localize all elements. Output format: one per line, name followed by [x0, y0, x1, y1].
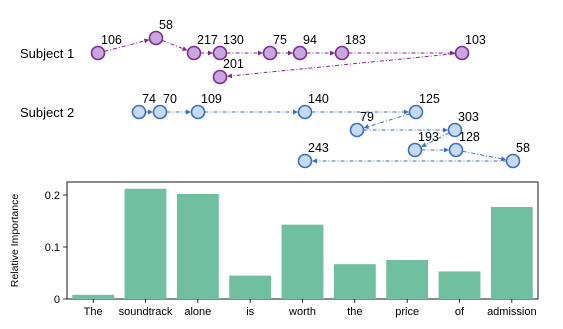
series-name-label: Subject 2 — [20, 105, 74, 120]
fixation-duration-label: 79 — [360, 110, 374, 124]
fixation-duration-label: 94 — [303, 33, 317, 47]
fixation-point — [212, 69, 228, 85]
bar-admission — [490, 206, 533, 299]
fixation-point — [407, 142, 423, 158]
fixation-point — [212, 45, 228, 61]
x-tick-label: worth — [288, 306, 316, 318]
x-tick-label: is — [246, 306, 254, 318]
bar-is — [229, 275, 272, 299]
y-axis-label: Relative Importance — [9, 194, 21, 288]
fixation-point — [448, 142, 464, 158]
fixation-duration-label: 109 — [201, 92, 222, 106]
fixation-point — [190, 104, 206, 120]
x-tick-label: price — [395, 306, 419, 318]
bar-price — [386, 260, 429, 299]
fixation-duration-label: 125 — [419, 92, 440, 106]
fixation-point — [90, 45, 106, 61]
fixation-duration-label: 106 — [101, 33, 122, 47]
scanpath-arrow — [462, 150, 507, 162]
fixation-point — [349, 122, 365, 138]
fixation-point — [334, 45, 350, 61]
series-name-label: Subject 1 — [20, 46, 74, 61]
y-tick-label: 0.2 — [45, 190, 60, 202]
x-tick-label: soundtrack — [119, 306, 173, 318]
fixation-duration-label: 217 — [197, 33, 218, 47]
scanpath-arrow — [421, 132, 450, 148]
fixation-duration-label: 58 — [159, 18, 173, 32]
fixation-point — [148, 30, 164, 46]
bar-worth — [281, 224, 324, 299]
bar-soundtrack — [124, 188, 167, 299]
fixation-duration-label: 128 — [459, 130, 480, 144]
scanpath-arrow — [363, 113, 410, 129]
bar-chart-panel: The soundtrack alone is worth the price of admis… — [9, 181, 539, 318]
fixation-duration-label: 303 — [458, 110, 479, 124]
fixation-duration-label: 103 — [465, 33, 486, 47]
fixation-point — [297, 104, 313, 120]
x-tick-label: the — [347, 306, 362, 318]
scanpath-arrow — [161, 39, 188, 51]
x-tick-label: admission — [487, 306, 537, 318]
fixation-point — [505, 153, 521, 169]
bar-of — [438, 271, 481, 299]
fixation-point — [186, 45, 202, 61]
y-tick-label: 0 — [54, 294, 60, 306]
fixation-point — [292, 45, 308, 61]
fixation-point — [454, 45, 470, 61]
scanpath-arrow — [104, 38, 150, 52]
fixation-duration-label: 183 — [345, 33, 366, 47]
bar-the — [333, 264, 376, 299]
fixation-duration-label: 140 — [308, 92, 329, 106]
fixation-duration-label: 74 — [142, 92, 156, 106]
fixation-point — [297, 153, 313, 169]
bar-the — [72, 294, 115, 299]
scanpath-series-2: Subject 2 74 70 109 140 125 79 303 193 128 58 243 — [20, 92, 530, 169]
fixation-point — [447, 122, 463, 138]
y-tick-label: 0.1 — [45, 242, 60, 254]
fixation-duration-label: 70 — [163, 92, 177, 106]
bar-alone — [176, 193, 219, 299]
fixation-point — [152, 104, 168, 120]
x-tick-label: of — [455, 306, 465, 318]
fixation-duration-label: 243 — [308, 141, 329, 155]
fixation-duration-label: 58 — [516, 141, 530, 155]
scanpath-series-1: Subject 1 106 58 217 130 75 94 183 103 201 — [20, 18, 486, 85]
x-tick-label: The — [84, 306, 103, 318]
fixation-point — [408, 104, 424, 120]
fixation-duration-label: 201 — [223, 57, 244, 71]
x-tick-label: alone — [184, 306, 211, 318]
fixation-duration-label: 75 — [273, 33, 287, 47]
fixation-point — [131, 104, 147, 120]
fixation-point — [262, 45, 278, 61]
fixation-duration-label: 193 — [418, 130, 439, 144]
fixation-duration-label: 130 — [223, 33, 244, 47]
scanpath-arrow — [226, 53, 456, 79]
